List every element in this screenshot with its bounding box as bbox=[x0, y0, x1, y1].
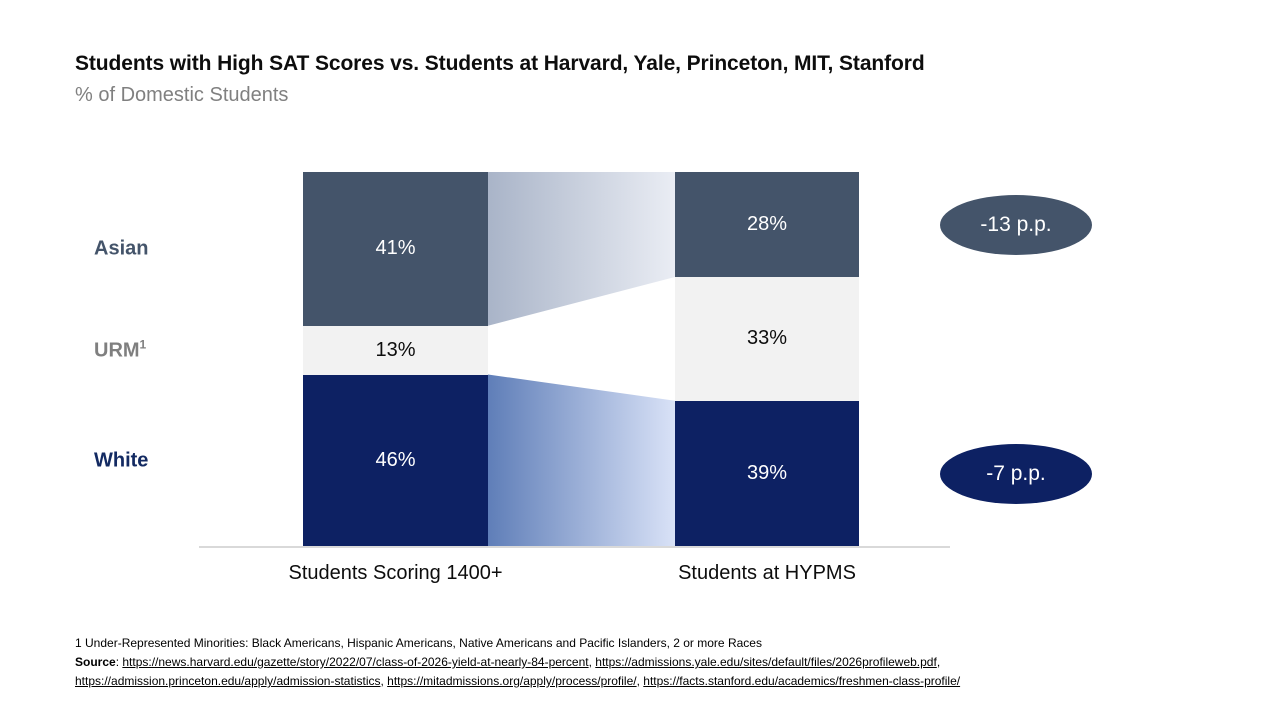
source-link[interactable]: https://facts.stanford.edu/academics/fre… bbox=[643, 674, 961, 688]
value-label: 33% bbox=[746, 327, 788, 350]
value-label: 13% bbox=[375, 338, 416, 361]
value-label: 28% bbox=[746, 213, 788, 235]
source-line-1: https://admission.princeton.edu/apply/ad… bbox=[75, 674, 961, 688]
row-label-urm: URM1 bbox=[94, 337, 147, 362]
source-label: Source bbox=[75, 655, 116, 669]
bar-segment-asian-1: 28% bbox=[675, 172, 859, 277]
source-link[interactable]: https://news.harvard.edu/gazette/story/2… bbox=[122, 655, 589, 669]
category-label-0: Students Scoring 1400+ bbox=[288, 562, 503, 584]
footer: 1 Under-Represented Minorities: Black Am… bbox=[75, 634, 1215, 691]
x-axis-line bbox=[199, 546, 950, 548]
category-label-1: Students at HYPMS bbox=[678, 562, 856, 584]
bar-segment-urm-1: 33% bbox=[675, 277, 859, 401]
source-line-0: Source: https://news.harvard.edu/gazette… bbox=[75, 655, 941, 669]
value-label: 41% bbox=[375, 237, 416, 260]
bar-segment-white-0: 46% bbox=[303, 374, 488, 547]
row-label-white: White bbox=[94, 449, 149, 472]
row-label-asian: Asian bbox=[94, 237, 149, 260]
page-title: Students with High SAT Scores vs. Studen… bbox=[75, 52, 925, 75]
source-link[interactable]: https://admissions.yale.edu/sites/defaul… bbox=[595, 655, 937, 669]
source-link[interactable]: https://admission.princeton.edu/apply/ad… bbox=[75, 674, 381, 688]
page-subtitle: % of Domestic Students bbox=[75, 84, 289, 106]
bar-segment-white-1: 39% bbox=[675, 400, 859, 547]
band-asian bbox=[488, 172, 675, 326]
value-label: 39% bbox=[746, 462, 788, 485]
band-white bbox=[488, 374, 675, 547]
source-lines: Source: https://news.harvard.edu/gazette… bbox=[75, 653, 1215, 691]
delta-badge-white: -7 p.p. bbox=[940, 443, 1092, 504]
bar-segment-asian-0: 41% bbox=[303, 172, 488, 326]
bar-segment-urm-0: 13% bbox=[303, 325, 488, 375]
value-label: 46% bbox=[375, 449, 416, 472]
footnote: 1 Under-Represented Minorities: Black Am… bbox=[75, 636, 762, 650]
delta-badge-asian: -13 p.p. bbox=[940, 194, 1092, 255]
source-link[interactable]: https://mitadmissions.org/apply/process/… bbox=[387, 674, 637, 688]
